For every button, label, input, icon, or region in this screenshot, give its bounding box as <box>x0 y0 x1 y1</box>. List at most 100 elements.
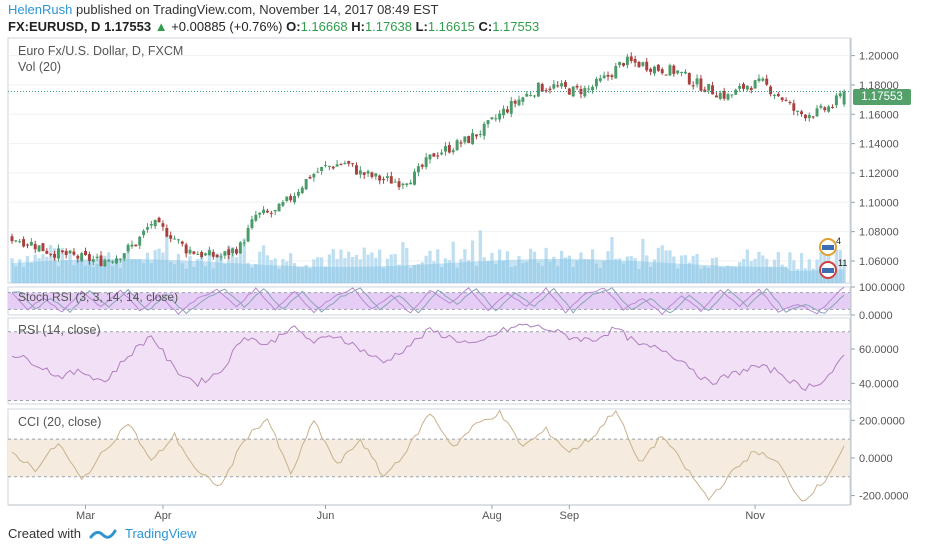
rsi-legend: RSI (14, close) <box>18 323 101 337</box>
candle-down <box>831 106 834 108</box>
volume-bar <box>308 268 312 283</box>
candle-up <box>142 230 146 236</box>
volume-bar <box>261 245 266 283</box>
candle-down <box>354 165 358 175</box>
high-label: H: <box>351 19 365 34</box>
price-tick-label: 1.06000 <box>859 256 899 268</box>
candle-down <box>765 78 769 85</box>
volume-bar <box>83 265 88 283</box>
volume-bar <box>45 256 49 283</box>
volume-bar <box>815 259 819 283</box>
candle-up <box>614 66 618 79</box>
volume-bar <box>625 256 630 283</box>
volume-bar <box>304 264 308 283</box>
candle-down <box>722 90 726 99</box>
volume-bar <box>451 241 455 283</box>
candle-up <box>834 95 838 106</box>
volume-bar <box>672 256 676 283</box>
volume-bar <box>730 266 734 283</box>
low-value: 1.16615 <box>427 19 475 34</box>
volume-bar <box>316 257 320 283</box>
candle-up <box>463 136 467 143</box>
volume-bar <box>409 268 413 283</box>
volume-bar <box>343 258 347 283</box>
volume-bar <box>211 268 215 283</box>
candle-down <box>436 155 440 157</box>
candle-up <box>471 133 475 145</box>
event-flag-stripe <box>822 245 834 250</box>
author-link[interactable]: HelenRush <box>8 2 73 17</box>
candle-up <box>130 244 134 247</box>
candle-down <box>459 142 463 144</box>
volume-bar <box>393 254 397 283</box>
candle-down <box>637 61 641 68</box>
candle-up <box>316 171 320 173</box>
close-value: 1.17553 <box>492 19 540 34</box>
candle-up <box>281 202 285 206</box>
volume-bar <box>169 261 173 283</box>
candle-up <box>753 80 757 89</box>
published-text: published on TradingView.com, November 1… <box>75 2 439 17</box>
candle-up <box>138 236 142 246</box>
volume-bar <box>192 267 196 283</box>
stoch-legend: Stoch RSI (3, 3, 14, 14, close) <box>18 290 179 304</box>
volume-bar <box>590 249 595 283</box>
symbol-label: FX:EURUSD, D <box>8 19 101 34</box>
candle-down <box>269 212 273 214</box>
candle-up <box>745 85 749 90</box>
volume-bar <box>699 268 703 283</box>
candle-down <box>784 99 788 101</box>
volume-bar <box>606 251 610 283</box>
candle-down <box>227 249 231 255</box>
candle-up <box>374 173 378 177</box>
volume-bar <box>803 268 808 283</box>
candle-down <box>64 250 68 256</box>
candle-down <box>362 172 366 175</box>
volume-bar <box>842 260 846 283</box>
volume-bar <box>490 252 494 283</box>
volume-bar <box>664 250 668 283</box>
candle-down <box>26 244 29 246</box>
volume-bar <box>416 263 421 283</box>
volume-bar <box>265 255 270 283</box>
candle-down <box>53 254 57 258</box>
volume-bar <box>14 266 18 283</box>
candle-up <box>393 181 397 183</box>
volume-bar <box>745 249 749 283</box>
candle-up <box>173 238 177 240</box>
candle-down <box>370 172 374 177</box>
volume-bar <box>246 262 250 283</box>
volume-bar <box>710 258 715 283</box>
price-tick-label: 1.18000 <box>859 80 899 92</box>
candle-up <box>246 227 250 242</box>
main-legend-title: Euro Fx/U.S. Dollar, D, FXCM <box>18 44 184 58</box>
volume-bar <box>579 252 583 283</box>
candle-up <box>385 176 389 178</box>
candle-up <box>273 210 277 212</box>
volume-bar <box>799 253 804 283</box>
volume-bar <box>529 248 533 283</box>
candle-up <box>14 240 18 242</box>
candle-up <box>486 120 490 125</box>
candle-up <box>115 258 118 264</box>
volume-bar <box>91 267 95 283</box>
candle-down <box>467 136 471 144</box>
volume-bar <box>556 266 560 283</box>
volume-bar <box>80 256 84 283</box>
candle-down <box>811 116 815 118</box>
volume-bar <box>807 259 811 283</box>
volume-bar <box>772 259 777 283</box>
candle-up <box>807 114 811 119</box>
volume-bar <box>513 266 517 283</box>
candle-down <box>10 236 14 242</box>
low-label: L: <box>415 19 428 34</box>
volume-bar <box>41 254 45 283</box>
candle-down <box>703 89 707 92</box>
volume-bar <box>575 260 579 283</box>
candle-up <box>598 78 602 82</box>
tradingview-brand-link[interactable]: TradingView <box>124 526 197 541</box>
candle-down <box>308 176 312 179</box>
volume-bar <box>811 268 815 283</box>
volume-bar <box>571 267 575 283</box>
cci-tick-label: -200.0000 <box>859 491 909 503</box>
